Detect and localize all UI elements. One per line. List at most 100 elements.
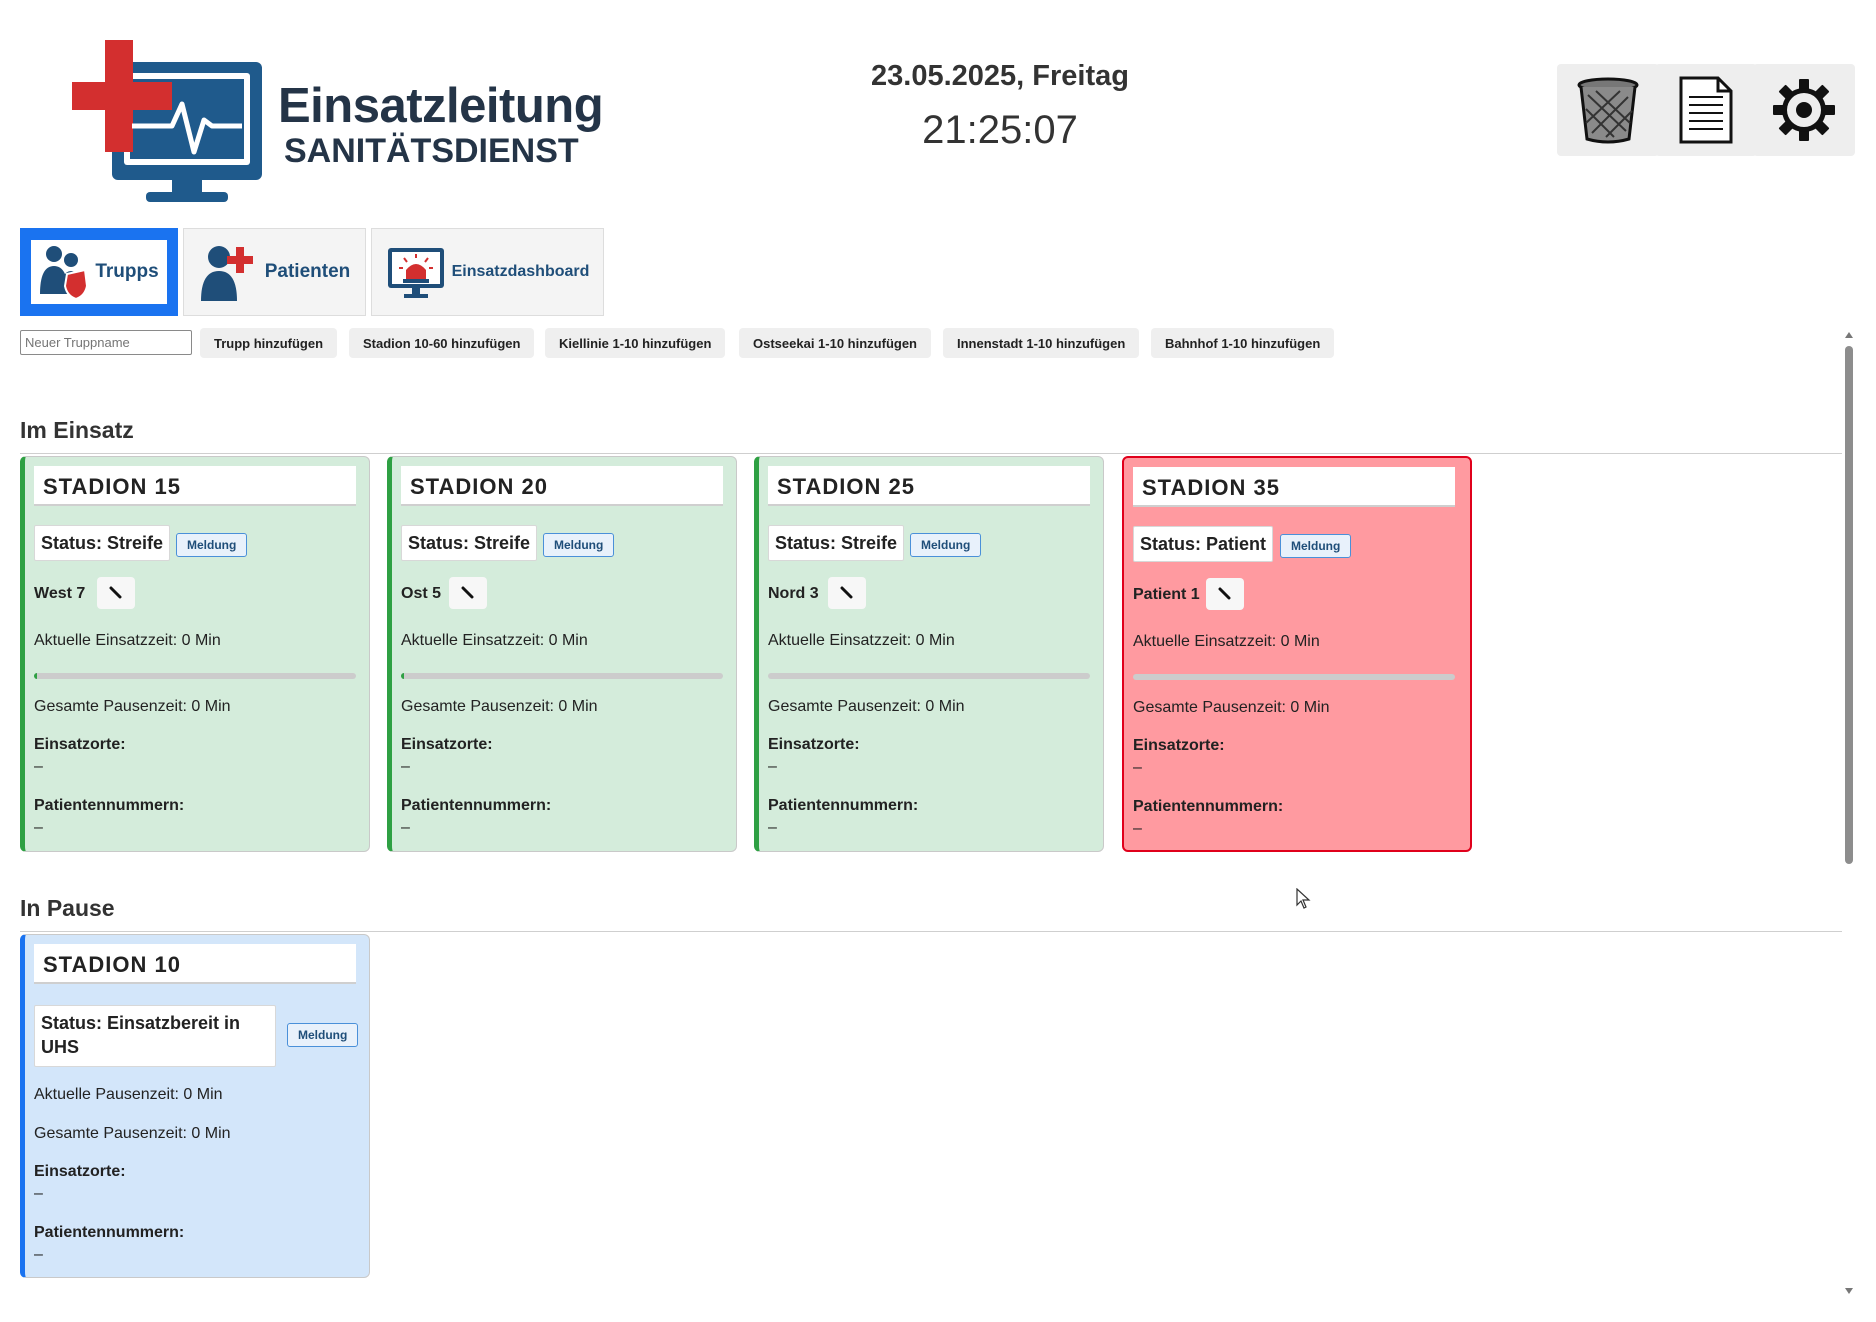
edit-location-button[interactable]	[1206, 578, 1244, 610]
trupp-card[interactable]: STADION 20 Status: Streife Meldung Ost 5…	[387, 456, 737, 852]
einsatzorte-value: –	[34, 758, 43, 775]
einsatz-progress-bar	[1133, 674, 1455, 680]
report-button[interactable]	[1655, 64, 1757, 156]
meldung-button[interactable]: Meldung	[1280, 534, 1352, 558]
trupp-status[interactable]: Status: Streife	[401, 525, 538, 561]
app-logo: Einsatzleitung SANITÄTSDIENST	[72, 40, 604, 205]
scroll-thumb[interactable]	[1845, 346, 1853, 864]
trupp-name: STADION 15	[34, 466, 356, 506]
meldung-button[interactable]: Meldung	[543, 533, 615, 557]
current-date: 23.05.2025, Freitag	[871, 60, 1129, 92]
edit-location-button[interactable]	[449, 577, 487, 609]
einsatzorte-value: –	[34, 1185, 43, 1202]
current-einsatz-time: Aktuelle Einsatzzeit: 0 Min	[401, 632, 588, 649]
trupp-name: STADION 25	[768, 466, 1090, 506]
einsatzorte-label: Einsatzorte:	[768, 736, 860, 753]
trupp-card-pause[interactable]: STADION 10 Status: Einsatzbereit in UHS …	[20, 934, 370, 1278]
progress-fill	[401, 673, 405, 679]
patientennummern-value: –	[1133, 820, 1142, 837]
total-pause-time: Gesamte Pausenzeit: 0 Min	[1133, 699, 1330, 716]
patient-plus-icon	[200, 246, 253, 301]
current-time: 21:25:07	[922, 108, 1078, 152]
add-innenstadt-button[interactable]: Innenstadt 1-10 hinzufügen	[943, 328, 1140, 358]
meldung-button[interactable]: Meldung	[287, 1023, 359, 1047]
total-pause-time: Gesamte Pausenzeit: 0 Min	[34, 1125, 231, 1142]
settings-gear-icon	[1773, 79, 1835, 141]
patientennummern-label: Patientennummern:	[34, 797, 185, 814]
pencil-icon	[109, 586, 122, 598]
trupp-location: West 7	[34, 585, 86, 602]
logo-subtitle: SANITÄTSDIENST	[284, 132, 579, 170]
patientennummern-label: Patientennummern:	[1133, 798, 1284, 815]
total-pause-time: Gesamte Pausenzeit: 0 Min	[768, 698, 965, 715]
einsatzorte-label: Einsatzorte:	[401, 736, 493, 753]
add-kiellinie-button[interactable]: Kiellinie 1-10 hinzufügen	[545, 328, 726, 358]
trupp-card[interactable]: STADION 35 Status: Patient Meldung Patie…	[1122, 456, 1472, 852]
pencil-icon	[840, 586, 853, 598]
trupp-status[interactable]: Status: Patient	[1133, 526, 1274, 562]
edit-location-button[interactable]	[97, 577, 135, 609]
trupp-status[interactable]: Status: Streife	[34, 525, 171, 561]
tab-patienten-label: Patienten	[264, 261, 351, 282]
einsatz-progress-bar	[768, 673, 1090, 679]
trupp-status-line1: Status: Einsatzbereit in	[41, 1013, 241, 1033]
add-trupp-button[interactable]: Trupp hinzufügen	[200, 328, 338, 358]
team-shield-icon	[40, 246, 89, 300]
tab-patienten[interactable]: Patienten	[183, 228, 366, 316]
section-title-pause: In Pause	[20, 895, 115, 921]
current-einsatz-time: Aktuelle Einsatzzeit: 0 Min	[768, 632, 955, 649]
patientennummern-value: –	[768, 819, 777, 836]
document-icon	[1679, 76, 1733, 144]
vertical-scrollbar[interactable]	[1842, 330, 1856, 1296]
settings-button[interactable]	[1753, 64, 1855, 156]
new-trupp-name-input[interactable]	[20, 330, 192, 355]
logo-title: Einsatzleitung	[278, 79, 604, 133]
patientennummern-value: –	[34, 1246, 43, 1263]
meldung-button[interactable]: Meldung	[176, 533, 248, 557]
patientennummern-label: Patientennummern:	[401, 797, 552, 814]
add-stadion-button[interactable]: Stadion 10-60 hinzufügen	[349, 328, 535, 358]
current-einsatz-time: Aktuelle Einsatzzeit: 0 Min	[1133, 633, 1320, 650]
trupp-card[interactable]: STADION 15 Status: Streife Meldung West …	[20, 456, 370, 852]
progress-fill	[34, 673, 38, 679]
patientennummern-label: Patientennummern:	[34, 1224, 185, 1241]
add-ostseekai-button[interactable]: Ostseekai 1-10 hinzufügen	[739, 328, 931, 358]
patientennummern-value: –	[401, 819, 410, 836]
trupp-status[interactable]: Status: Streife	[768, 525, 905, 561]
einsatzorte-value: –	[1133, 759, 1142, 776]
trupp-name: STADION 10	[34, 944, 356, 984]
scroll-up-arrow-icon[interactable]	[1845, 332, 1853, 338]
meldung-button[interactable]: Meldung	[910, 533, 982, 557]
einsatzorte-label: Einsatzorte:	[34, 1163, 126, 1180]
trupp-status-line2: UHS	[41, 1037, 80, 1057]
current-einsatz-time: Aktuelle Einsatzzeit: 0 Min	[34, 632, 221, 649]
scroll-down-arrow-icon[interactable]	[1845, 1288, 1853, 1294]
trupp-card[interactable]: STADION 25 Status: Streife Meldung Nord …	[754, 456, 1104, 852]
section-divider	[20, 931, 1842, 932]
edit-location-button[interactable]	[828, 577, 866, 609]
trash-button[interactable]	[1557, 64, 1659, 156]
tab-einsatzdashboard[interactable]: Einsatzdashboard	[371, 228, 604, 316]
tab-einsatzdashboard-label: Einsatzdashboard	[451, 263, 590, 280]
monitor-siren-icon	[387, 248, 444, 298]
trupp-name: STADION 20	[401, 466, 723, 506]
mouse-cursor-icon	[1296, 888, 1311, 909]
trupp-location: Patient 1	[1133, 586, 1200, 603]
pencil-icon	[1218, 587, 1231, 599]
einsatzorte-label: Einsatzorte:	[34, 736, 126, 753]
section-title-active: Im Einsatz	[20, 417, 134, 443]
patientennummern-label: Patientennummern:	[768, 797, 919, 814]
add-bahnhof-button[interactable]: Bahnhof 1-10 hinzufügen	[1151, 328, 1335, 358]
total-pause-time: Gesamte Pausenzeit: 0 Min	[34, 698, 231, 715]
section-divider	[20, 453, 1842, 454]
patientennummern-value: –	[34, 819, 43, 836]
trupp-status[interactable]: Status: Einsatzbereit in UHS	[34, 1005, 276, 1067]
einsatz-progress-bar	[401, 673, 723, 679]
trash-icon	[1577, 77, 1639, 144]
einsatzorte-value: –	[768, 758, 777, 775]
medical-monitor-icon	[72, 40, 262, 202]
tab-trupps[interactable]: Trupps	[20, 228, 178, 316]
trupp-location: Ost 5	[401, 585, 442, 602]
einsatz-progress-bar	[34, 673, 356, 679]
trupp-name: STADION 35	[1133, 467, 1455, 507]
